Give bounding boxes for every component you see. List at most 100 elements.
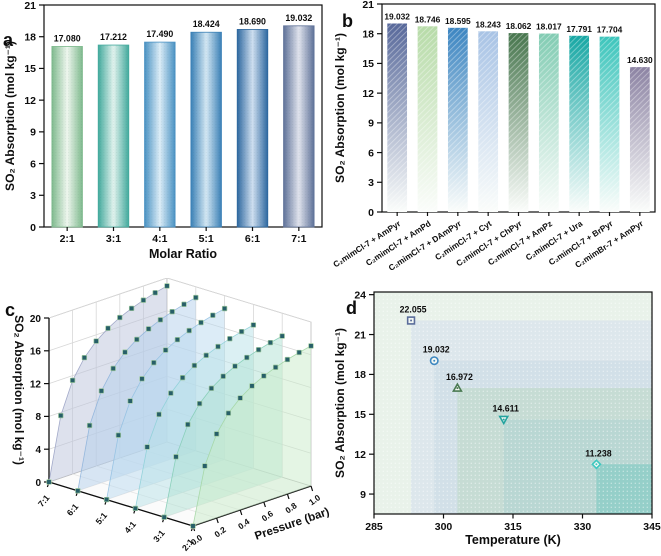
x-tick-label: 300	[435, 521, 453, 533]
bar-hatch	[478, 31, 499, 212]
y-tick-label: 6	[368, 147, 374, 159]
bar-value-label: 18.017	[536, 22, 562, 32]
panel-letter-d: d	[346, 298, 357, 318]
data-point	[117, 314, 123, 321]
data-point	[284, 356, 291, 363]
data-point	[255, 347, 262, 353]
data-point	[272, 364, 279, 370]
data-point	[140, 297, 147, 303]
data-point	[237, 395, 243, 401]
bar-texture	[51, 46, 83, 227]
panel-b: 0 3 6 9 12 15 18 21 SO₂ Absorption (mol kg⁻¹) 19.…	[330, 0, 661, 278]
x-axis-label: Temperature (K)	[465, 533, 561, 547]
x-tick-label: 285	[365, 521, 383, 533]
data-point	[122, 349, 128, 355]
x-tick-label: 3:1	[106, 233, 121, 245]
pressure-axis-tick	[286, 493, 290, 500]
marker-center-dot	[410, 319, 413, 322]
data-point	[164, 283, 170, 289]
data-point	[198, 319, 204, 326]
data-point	[196, 400, 203, 407]
panel-letter-c: c	[5, 300, 15, 320]
data-point	[168, 390, 174, 396]
y-axis-label: SO₂ Absorption (mol kg⁻¹)	[333, 33, 347, 183]
data-point	[220, 373, 226, 379]
data-point	[98, 388, 105, 394]
y-tick-label: 18	[362, 29, 374, 41]
bar-value-label: 17.212	[100, 32, 127, 42]
y-tick-label: 12	[354, 449, 366, 461]
x-tick-label: 4:1	[152, 233, 167, 245]
y-tick-label: 12	[24, 95, 36, 107]
bar-value-label: 18.595	[445, 16, 471, 26]
bar-hatch	[417, 26, 438, 212]
bar-value-label: 17.791	[566, 24, 592, 34]
y-axis-label: SO₂ Absorption (mol kg⁻¹)	[3, 41, 17, 191]
x-tick-label: 6:1	[245, 233, 260, 245]
data-point	[190, 523, 196, 529]
y-tick-label: 18	[24, 32, 36, 44]
data-point	[93, 338, 99, 344]
y-tick-label: 24	[354, 289, 366, 301]
ratio-axis	[48, 481, 194, 527]
data-point	[185, 421, 191, 428]
data-point	[144, 444, 150, 450]
data-point	[115, 432, 122, 438]
data-point	[69, 377, 76, 384]
data-point	[203, 352, 209, 358]
point-value-label: 11.238	[585, 448, 612, 458]
bar-hatch	[387, 23, 408, 213]
data-point	[58, 412, 64, 419]
bar-hatch	[569, 35, 590, 213]
z-tick-label: 4	[35, 445, 41, 456]
data-point	[238, 328, 245, 335]
bar-value-label: 17.080	[54, 33, 81, 43]
data-point	[128, 305, 135, 312]
data-point	[215, 343, 221, 350]
z-tick-label: 0	[35, 478, 41, 489]
ratio-tick-label: 4:1	[122, 519, 138, 535]
ratio-tick-label: 5:1	[93, 510, 109, 526]
ratio-tick-label: 7:1	[36, 493, 52, 509]
data-point	[156, 411, 162, 418]
data-point	[152, 290, 158, 296]
x-tick-label: 315	[504, 521, 522, 533]
bar-hatch	[599, 36, 620, 213]
bar-texture	[190, 32, 222, 228]
y-tick-label: 6	[30, 158, 36, 170]
y-tick-label: 9	[368, 118, 374, 130]
y-tick-label: 15	[362, 58, 374, 70]
data-point	[210, 312, 216, 318]
bar-value-label: 18.690	[239, 16, 266, 26]
y-tick-label: 9	[360, 489, 366, 501]
data-point	[86, 422, 93, 429]
y-tick-label: 3	[30, 190, 36, 202]
panel-letter-a: a	[3, 30, 14, 50]
data-point	[105, 325, 111, 331]
y-tick-label: 21	[24, 0, 36, 12]
slice-2:1	[193, 345, 311, 526]
bar-hatch	[447, 27, 468, 212]
x-axis-label: Molar Ratio	[149, 247, 217, 261]
pressure-tick-label: 0.2	[212, 524, 228, 539]
data-point	[161, 514, 167, 520]
panel-b-chart: 0 3 6 9 12 15 18 21 SO₂ Absorption (mol kg⁻¹) 19.…	[331, 0, 656, 273]
data-point	[202, 463, 208, 469]
data-point	[169, 309, 175, 315]
data-point	[193, 294, 199, 301]
data-point	[250, 322, 257, 328]
bar-texture	[237, 29, 268, 228]
point-value-label: 22.055	[400, 305, 427, 315]
marker-center-dot	[456, 387, 459, 390]
marker-center-dot	[433, 359, 436, 362]
panel-a: 0 3 6 9 12 15 18 21 SO₂ Absorption (mol kg⁻¹) 17.…	[0, 0, 330, 278]
grid-line	[166, 278, 312, 323]
point-value-label: 14.611	[493, 403, 520, 413]
bar-value-label: 18.062	[506, 21, 532, 31]
x-tick-label: 2:1	[60, 233, 75, 245]
z-tick-label: 16	[30, 347, 42, 358]
data-point	[162, 347, 169, 353]
plot-frame	[43, 4, 323, 228]
data-point	[267, 339, 274, 346]
data-point	[279, 333, 285, 339]
